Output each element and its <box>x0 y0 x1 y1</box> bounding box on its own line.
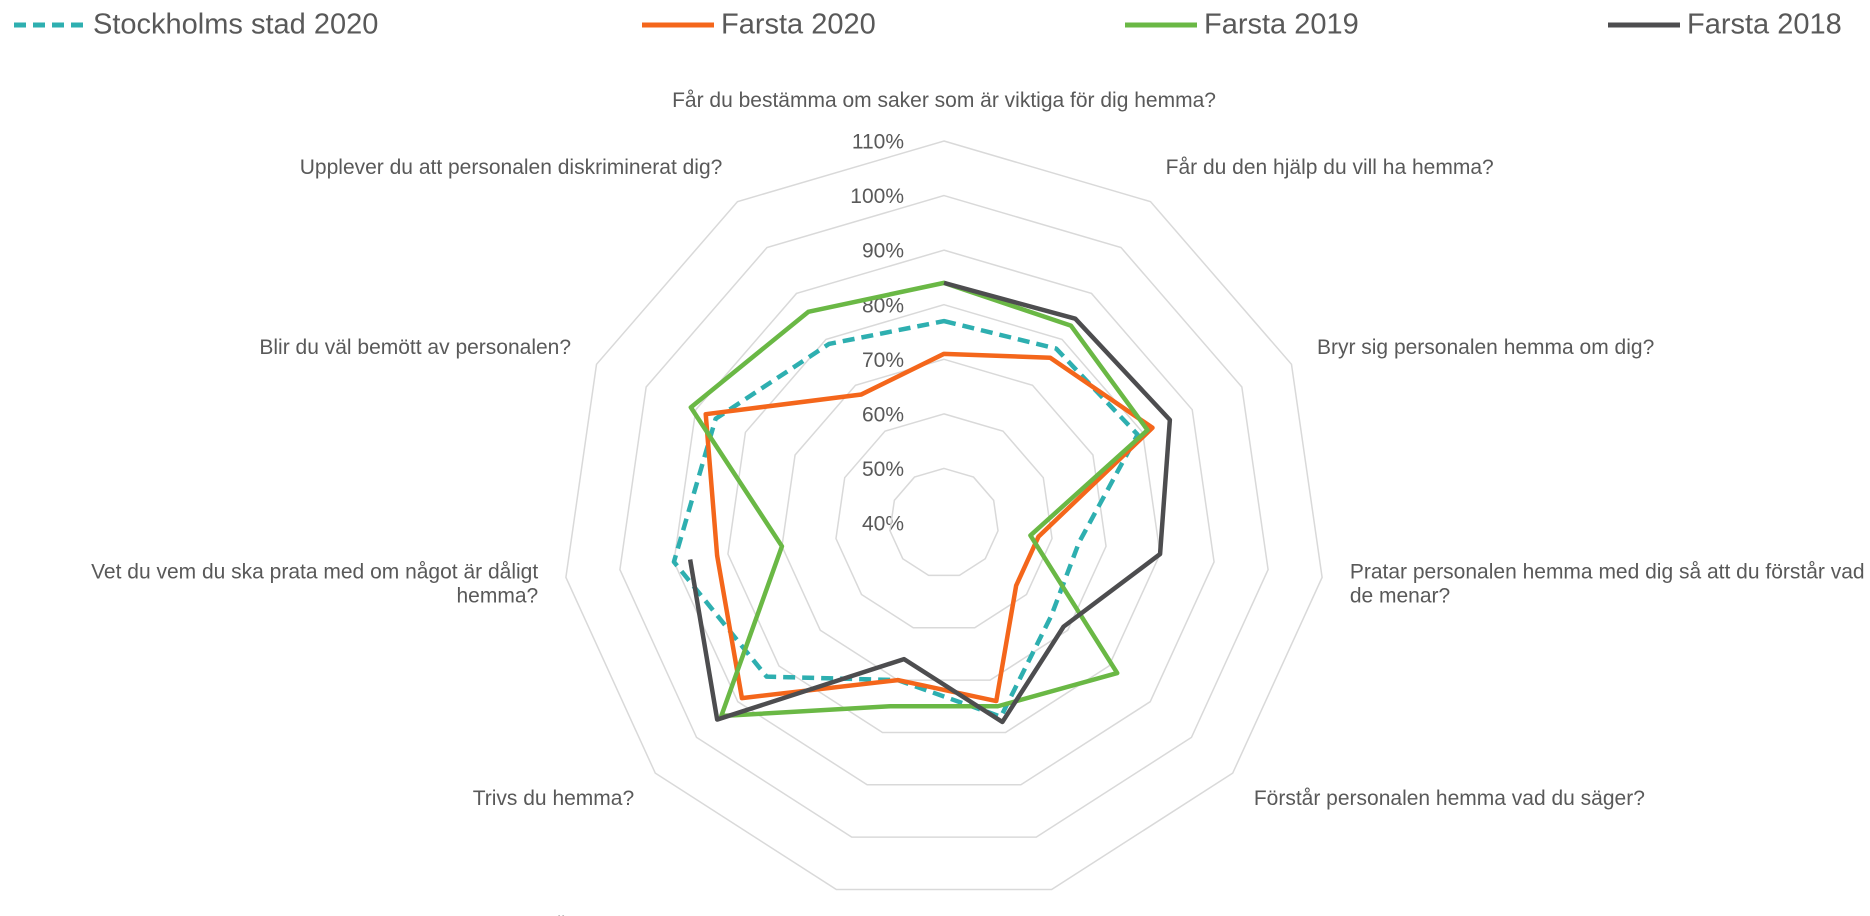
category-label: Trivs du hemma? <box>472 787 635 811</box>
r-tick-label: 40% <box>862 513 904 536</box>
r-tick-label: 100% <box>850 185 904 208</box>
r-tick-label: 70% <box>862 349 904 372</box>
grid-ring <box>565 140 1323 891</box>
category-label: Upplever du att personalen diskriminerat… <box>299 155 723 179</box>
series-line <box>703 351 1155 704</box>
category-label: Får du bestämma om saker som är viktiga … <box>672 89 1216 112</box>
series-line <box>687 280 1173 725</box>
legend-label: Farsta 2020 <box>721 9 876 41</box>
grid-ring <box>727 303 1161 734</box>
grid-ring <box>835 413 1053 629</box>
grid-ring <box>619 194 1269 838</box>
category-label: Pratar personalen hemma med dig så att d… <box>1349 560 1865 608</box>
category-label: Blir du väl bemött av personalen? <box>259 335 572 359</box>
category-label: Bryr sig personalen hemma om dig? <box>1316 335 1655 359</box>
r-tick-label: 110% <box>852 131 904 154</box>
legend-label: Farsta 2018 <box>1687 9 1842 41</box>
r-tick-label: 50% <box>862 458 904 481</box>
series-line <box>671 318 1140 719</box>
r-tick-label: 60% <box>862 403 904 426</box>
category-label: Vet du vem du ska prata med om något är … <box>91 560 539 608</box>
grid-ring <box>781 358 1107 681</box>
grid-ring <box>889 467 999 577</box>
legend-label: Stockholms stad 2020 <box>93 9 378 41</box>
r-tick-label: 90% <box>862 240 904 263</box>
category-label: Får du den hjälp du vill ha hemma? <box>1165 155 1494 179</box>
category-label: Förstår personalen hemma vad du säger? <box>1253 787 1645 811</box>
legend-label: Farsta 2019 <box>1204 9 1359 41</box>
series-line <box>688 280 1150 719</box>
